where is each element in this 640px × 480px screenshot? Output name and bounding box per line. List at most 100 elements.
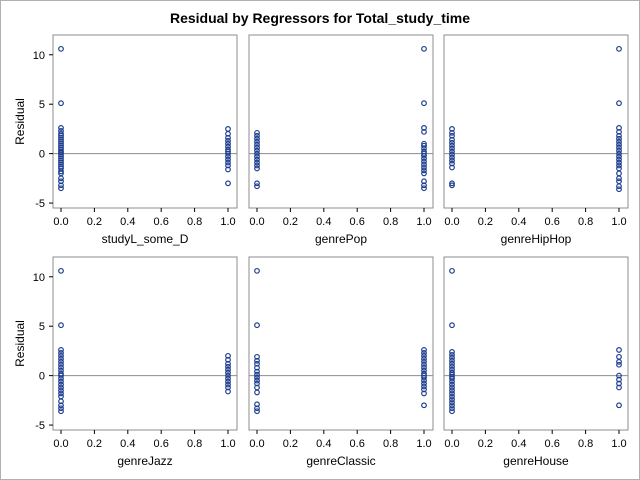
scatter-point [58, 155, 64, 162]
x-tick-label: 0.4 [511, 216, 526, 228]
scatter-point [58, 185, 64, 192]
x-tick-label: 1.0 [416, 438, 431, 450]
scatter-point [254, 267, 260, 274]
scatter-point [449, 164, 455, 171]
scatter-point [616, 125, 622, 131]
scatter-point [421, 142, 427, 149]
y-tick-label: 5 [39, 99, 45, 111]
scatter-point [421, 358, 427, 365]
x-axis-label: genreHipHop [501, 232, 572, 246]
scatter-point [254, 156, 260, 163]
scatter-point [616, 183, 622, 190]
scatter-point [58, 378, 64, 385]
x-tick-label: 1.0 [220, 216, 235, 228]
scatter-point [616, 132, 622, 139]
scatter-point [449, 148, 455, 155]
y-axis-label: Residual [13, 98, 27, 145]
scatter-point [449, 182, 455, 189]
scatter-point [421, 164, 427, 171]
scatter-point [58, 384, 64, 391]
scatter-point [58, 381, 64, 388]
y-tick-label: -5 [35, 198, 45, 210]
scatter-point [254, 165, 260, 172]
x-tick-label: 0.8 [578, 216, 593, 228]
scatter-point [225, 375, 231, 382]
y-tick-label: -5 [35, 420, 45, 432]
scatter-point [254, 389, 260, 396]
y-tick-label: 0 [39, 371, 45, 383]
scatter-point [254, 141, 260, 148]
scatter-point [58, 45, 64, 52]
scatter-point [58, 375, 64, 382]
scatter-point [58, 267, 64, 274]
scatter-point [421, 178, 427, 185]
x-axis-label: genreJazz [117, 454, 172, 468]
x-tick-label: 0.2 [87, 216, 102, 228]
scatter-point [449, 145, 455, 152]
x-tick-label: 1.0 [220, 438, 235, 450]
scatter-point [449, 390, 455, 397]
x-tick-label: 0.0 [249, 438, 264, 450]
scatter-point [449, 349, 455, 355]
scatter-point [58, 136, 64, 143]
scatter-point [225, 381, 231, 388]
scatter-point [449, 371, 455, 378]
scatter-point [616, 347, 622, 353]
scatter-point [616, 141, 622, 148]
scatter-point [449, 126, 455, 132]
scatter-point [58, 322, 64, 329]
scatter-point [449, 387, 455, 394]
y-tick-label: 10 [33, 272, 45, 284]
scatter-point [254, 180, 260, 187]
scatter-point [58, 349, 64, 356]
scatter-point [254, 368, 260, 375]
scatter-point [421, 167, 427, 174]
scatter-point [449, 139, 455, 146]
scatter-point [449, 363, 455, 370]
scatter-point [449, 351, 455, 358]
scatter-point [449, 354, 455, 361]
scatter-point [616, 384, 622, 391]
panel-1: 0.0 0.2 0.4 0.6 0.8 1.0 -5 0 5 10 Residual studyL_s… [13, 34, 238, 246]
panel-6: 0.0 0.2 0.4 0.6 0.8 1.0 genreHouse [443, 256, 629, 468]
scatter-point [449, 399, 455, 406]
scatter-point [449, 369, 455, 376]
scatter-point [58, 390, 64, 397]
scatter-point [449, 378, 455, 385]
x-tick-label: 0.4 [316, 216, 331, 228]
panel-2: 0.0 0.2 0.4 0.6 0.8 1.0 genrePop [248, 34, 434, 246]
scatter-point [421, 148, 427, 155]
scatter-point [254, 150, 260, 157]
x-tick-label: 1.0 [611, 438, 626, 450]
scatter-point [254, 132, 260, 139]
scatter-point [58, 130, 64, 137]
scatter-point [254, 144, 260, 151]
x-axis-label: genreClassic [306, 454, 375, 468]
scatter-point [616, 175, 622, 182]
x-tick-label: 0.8 [578, 438, 593, 450]
scatter-point [449, 396, 455, 403]
scatter-point [225, 130, 231, 137]
scatter-point [225, 369, 231, 376]
x-axis-label: studyL_some_D [102, 232, 189, 246]
scatter-point [58, 358, 64, 365]
scatter-point [225, 159, 231, 166]
scatter-point [225, 150, 231, 157]
scatter-point [616, 402, 622, 409]
x-tick-label: 0.6 [350, 216, 365, 228]
scatter-point [449, 322, 455, 329]
scatter-point [449, 408, 455, 415]
scatter-point [421, 128, 427, 135]
scatter-point [254, 135, 260, 142]
scatter-point [58, 168, 64, 175]
scatter-point [225, 360, 231, 367]
scatter-point [58, 355, 64, 362]
scatter-point [421, 349, 427, 356]
scatter-point [421, 125, 427, 131]
panel-frame [248, 34, 434, 209]
scatter-point [616, 45, 622, 52]
x-tick-label: 0.6 [154, 216, 169, 228]
scatter-point [254, 183, 260, 190]
scatter-point [616, 144, 622, 151]
x-tick-label: 0.4 [316, 438, 331, 450]
